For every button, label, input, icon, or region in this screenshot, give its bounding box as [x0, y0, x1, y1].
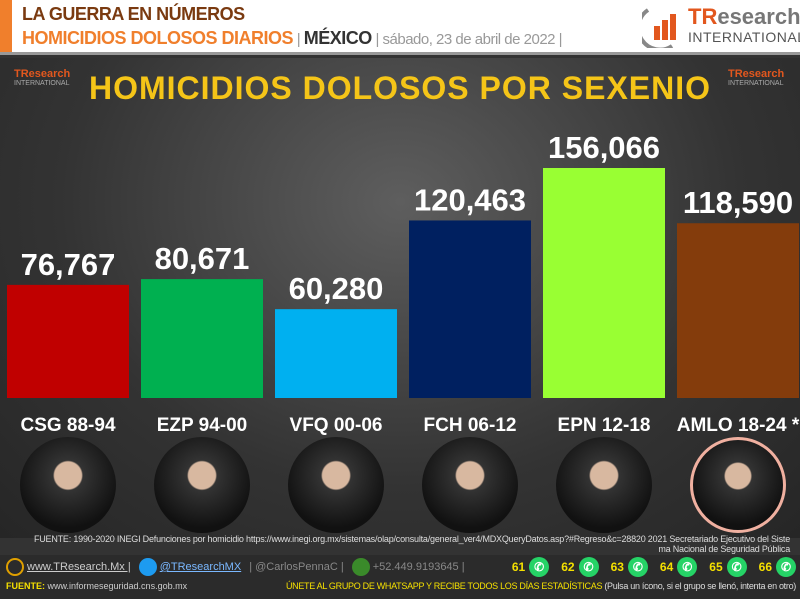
president-photo: [690, 437, 786, 533]
twitter-icon: [138, 558, 157, 576]
group-number: 62: [561, 560, 575, 574]
data-label: 118,590: [683, 185, 793, 220]
accent-bar: [0, 0, 12, 52]
group-number: 65: [709, 560, 723, 574]
president-photo: [288, 437, 384, 533]
whatsapp-icon: ✆: [529, 557, 550, 577]
footer-notes: FUENTE: www.informeseguridad.cns.gob.mx …: [6, 581, 796, 591]
category-label: EZP 94-00: [156, 415, 248, 436]
header-title: LA GUERRA EN NÚMEROS: [22, 4, 245, 24]
website-link[interactable]: www.TResearch.Mx |: [6, 558, 131, 576]
footer-contacts: www.TResearch.Mx | @TResearchMX | @Carlo…: [6, 557, 796, 577]
subtitle-country: MÉXICO: [303, 28, 373, 48]
bar: [543, 168, 665, 398]
group-number: 61: [511, 560, 526, 574]
president-photo: [154, 437, 250, 533]
separator: |: [293, 31, 304, 48]
small-logo-left: TResearch INTERNATIONAL: [14, 68, 71, 87]
small-logo-right: TResearch INTERNATIONAL: [728, 68, 785, 87]
data-label: 60,280: [289, 271, 384, 306]
subtitle-date: sábado, 23 de abril de 2022 |: [382, 31, 563, 48]
whatsapp-icon: ✆: [578, 557, 599, 577]
whatsapp-group-button[interactable]: 66 ✆: [759, 557, 796, 577]
bar: [677, 223, 799, 398]
whatsapp-group-button[interactable]: 61 ✆: [511, 557, 550, 577]
group-number: 64: [659, 560, 674, 574]
chart-background: [0, 58, 800, 538]
data-label: 156,066: [548, 130, 660, 165]
separator: |: [371, 31, 383, 48]
globe-icon: [6, 558, 24, 576]
whatsapp-icon: ✆: [627, 557, 648, 577]
group-number: 63: [610, 560, 624, 574]
president-photo: [422, 437, 518, 533]
whatsapp-group-button[interactable]: 62 ✆: [561, 557, 599, 577]
whatsapp-group-button[interactable]: 64 ✆: [659, 557, 698, 577]
whatsapp-group-button[interactable]: 65 ✆: [709, 557, 747, 577]
bar: [141, 279, 263, 398]
data-label: 120,463: [414, 182, 526, 217]
bar: [7, 284, 129, 398]
data-label: 80,671: [155, 241, 250, 276]
subtitle-topic: HOMICIDIOS DOLOSOS DIARIOS: [22, 28, 294, 48]
category-label: FCH 06-12: [423, 415, 517, 436]
source-note: FUENTE: 1990-2020 INEGI Defunciones por …: [33, 534, 790, 554]
category-label: EPN 12-18: [557, 415, 651, 436]
author-handle: | @CarlosPennaC |: [249, 561, 344, 573]
whatsapp-icon: [351, 558, 370, 576]
whatsapp-icon: ✆: [677, 557, 698, 577]
fuente-url: www.informeseguridad.cns.gob.mx: [47, 581, 188, 591]
whatsapp-group-button[interactable]: 63 ✆: [611, 557, 648, 577]
category-label: AMLO 18-24 *: [676, 415, 800, 436]
president-photo: [556, 437, 652, 533]
join-text: ÚNETE AL GRUPO DE WHATSAPP Y RECIBE TODO…: [285, 581, 796, 591]
fuente-label: FUENTE: www.informeseguridad.cns.gob.mx: [6, 581, 188, 591]
header: LA GUERRA EN NÚMEROS HOMICIDIOS DOLOSOS …: [0, 0, 800, 55]
bar: [275, 309, 397, 398]
group-number: 66: [758, 560, 772, 574]
chart-title: HOMICIDIOS DOLOSOS POR SEXENIO: [88, 70, 712, 106]
category-label: VFQ 00-06: [289, 415, 383, 436]
whatsapp-icon: ✆: [726, 557, 747, 577]
data-label: 76,767: [21, 247, 116, 282]
header-subtitle: HOMICIDIOS DOLOSOS DIARIOS | MÉXICO | sá…: [22, 28, 563, 49]
whatsapp-icon: ✆: [776, 557, 796, 577]
president-photo: [20, 437, 116, 533]
category-label: CSG 88-94: [20, 415, 116, 436]
bar: [409, 220, 531, 398]
twitter-link[interactable]: @TResearchMX: [138, 558, 241, 576]
footer: [0, 555, 800, 599]
phone: +52.449.9193645 |: [351, 558, 465, 576]
tresearch-logo: TResearch INTERNATIONAL: [636, 4, 800, 52]
